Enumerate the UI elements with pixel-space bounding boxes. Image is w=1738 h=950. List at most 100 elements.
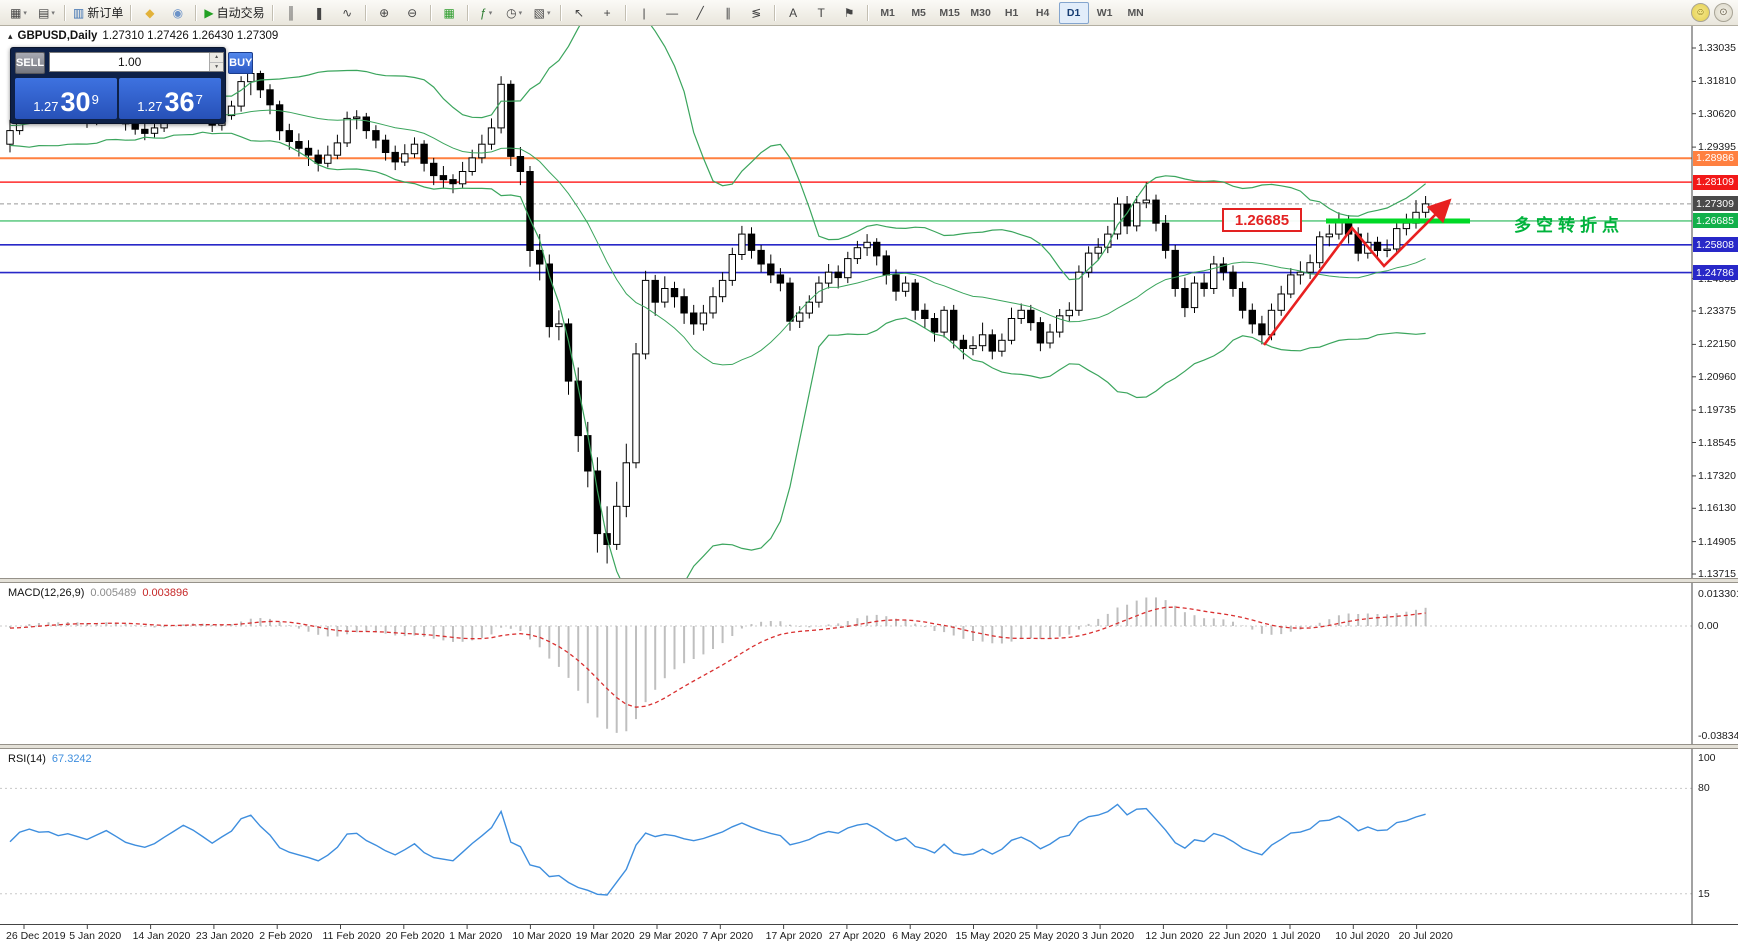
- date-label: 5 Jan 2020: [69, 930, 122, 942]
- arrow-tools-button[interactable]: ⚑: [836, 2, 863, 24]
- candlestick-chart-button[interactable]: ❚: [306, 2, 333, 24]
- cursor-button[interactable]: ↖: [566, 2, 593, 24]
- indicators-button[interactable]: ƒ ▾: [473, 2, 500, 24]
- turning-point-note[interactable]: 多空转折点: [1514, 216, 1624, 235]
- equidistant-channel-button[interactable]: ∥: [715, 2, 742, 24]
- trendline-icon: ╱: [696, 5, 704, 20]
- text-label-button[interactable]: T: [808, 2, 835, 24]
- date-label: 20 Feb 2020: [385, 930, 445, 942]
- sell-price-display[interactable]: 1.27 30 9: [15, 78, 117, 119]
- buy-button[interactable]: BUY: [228, 52, 254, 74]
- toolbar-separator: [866, 4, 869, 21]
- toolbar-separator: [364, 4, 367, 21]
- chevron-down-icon: ▾: [488, 9, 493, 17]
- zoom-out-button[interactable]: ⊖: [399, 2, 426, 24]
- line-chart-button[interactable]: ∿: [334, 2, 361, 24]
- fibonacci-icon: ≶: [751, 5, 762, 20]
- volume-down-button[interactable]: ▼: [210, 62, 224, 71]
- autotrading-button[interactable]: ▶ 自动交易: [201, 2, 267, 24]
- zoom-in-icon: ⊕: [379, 5, 390, 20]
- timeframe-m5-button[interactable]: M5: [911, 6, 926, 19]
- zoom-in-button[interactable]: ⊕: [371, 2, 398, 24]
- vertical-line-button[interactable]: |: [631, 2, 658, 24]
- rsi-value: 67.3242: [51, 753, 92, 765]
- search-icon[interactable]: ⊙: [1714, 3, 1733, 22]
- chevron-down-icon: ▾: [51, 9, 55, 17]
- date-label: 26 Dec 2019: [6, 930, 66, 942]
- cursor-icon: ↖: [574, 5, 585, 20]
- macd-indicator-label: MACD(12,26,9) 0.005489 0.003896: [8, 587, 188, 599]
- text-label-icon: T: [817, 5, 825, 20]
- one-click-collapse-toggle[interactable]: ▴: [8, 30, 13, 41]
- periods-button[interactable]: ◷ ▾: [501, 2, 528, 24]
- date-label: 25 May 2020: [1018, 930, 1080, 942]
- autotrading-button-label: 自动交易: [216, 6, 265, 20]
- buy-price-display[interactable]: 1.27 36 7: [119, 78, 221, 119]
- macd-panel-splitter[interactable]: [0, 578, 1738, 583]
- timeframe-m1-button[interactable]: M1: [880, 6, 895, 19]
- sell-button[interactable]: SELL: [15, 52, 46, 74]
- rsi-axis-label: 100: [1698, 752, 1716, 764]
- date-label: 10 Jul 2020: [1335, 930, 1390, 942]
- arrow-tools-icon: ⚑: [843, 5, 855, 20]
- tile-windows-button[interactable]: ▦: [436, 2, 463, 24]
- sell-price-small: 1.27: [33, 98, 59, 114]
- price-label: 1.29395: [1698, 141, 1736, 154]
- timeframe-m15-button[interactable]: M15: [939, 6, 960, 19]
- date-label: 1 Jul 2020: [1272, 930, 1321, 942]
- expert-advisors-button[interactable]: ◉: [164, 2, 191, 24]
- timeframe-h1-button[interactable]: H1: [1004, 6, 1019, 19]
- macd-axis-label: 0.00: [1698, 620, 1719, 632]
- metaeditor-icon: ◆: [145, 5, 155, 20]
- timeframe-w1-button[interactable]: W1: [1096, 6, 1113, 19]
- chart-title: ▴ GBPUSD,Daily 1.27310 1.27426 1.26430 1…: [8, 30, 278, 42]
- autotrading-icon: ▶: [204, 5, 214, 20]
- price-label: 1.22150: [1698, 338, 1736, 351]
- new-chart-button[interactable]: ▦ ▾: [5, 2, 32, 24]
- new-order-button[interactable]: ▥ 新订单: [70, 2, 126, 24]
- horizontal-line-button[interactable]: —: [659, 2, 686, 24]
- zoom-out-icon: ⊖: [407, 5, 418, 20]
- rsi-indicator-label: RSI(14) 67.3242: [8, 753, 92, 765]
- macd-main-value: 0.005489: [90, 587, 137, 599]
- price-level-chip: 1.27309: [1693, 196, 1738, 212]
- templates-button[interactable]: ▧ ▾: [529, 2, 556, 24]
- timeframe-mn-button[interactable]: MN: [1127, 6, 1144, 19]
- volume-up-button[interactable]: ▲: [210, 53, 224, 63]
- horizontal-line-icon: —: [666, 5, 679, 20]
- date-label: 3 Jun 2020: [1082, 930, 1135, 942]
- date-label: 17 Apr 2020: [765, 930, 823, 942]
- crosshair-button[interactable]: +: [594, 2, 621, 24]
- buy-price-sup: 7: [195, 92, 203, 107]
- price-level-chip: 1.24786: [1693, 265, 1738, 281]
- toolbar-separator: [271, 4, 274, 21]
- fibonacci-button[interactable]: ≶: [743, 2, 770, 24]
- rsi-panel-splitter[interactable]: [0, 744, 1738, 749]
- buy-price-small: 1.27: [137, 98, 163, 114]
- date-label: 6 May 2020: [892, 930, 948, 942]
- timeframe-h4-button[interactable]: H4: [1035, 6, 1050, 19]
- text-button[interactable]: A: [780, 2, 807, 24]
- community-icon[interactable]: ☺: [1691, 3, 1710, 22]
- toolbar-separator: [559, 4, 562, 21]
- date-label: 15 May 2020: [955, 930, 1017, 942]
- timeframe-m30-button[interactable]: M30: [970, 6, 991, 19]
- toolbar-separator: [195, 4, 198, 21]
- profiles-button[interactable]: ▤ ▾: [33, 2, 60, 24]
- price-annotation-box[interactable]: 1.26685: [1222, 208, 1302, 232]
- bar-chart-button[interactable]: ║: [278, 2, 305, 24]
- date-label: 27 Apr 2020: [828, 930, 886, 942]
- vertical-line-icon: |: [642, 5, 646, 20]
- metaeditor-button[interactable]: ◆: [136, 2, 163, 24]
- timeframe-d1-button[interactable]: D1: [1058, 1, 1089, 24]
- line-chart-icon: ∿: [342, 5, 353, 20]
- tile-windows-icon: ▦: [443, 5, 455, 20]
- date-label: 2 Feb 2020: [259, 930, 313, 942]
- volume-input[interactable]: [50, 53, 210, 71]
- profiles-icon: ▤: [38, 5, 50, 20]
- bar-chart-icon: ║: [286, 5, 296, 20]
- trendline-button[interactable]: ╱: [687, 2, 714, 24]
- date-label: 20 Jul 2020: [1398, 930, 1453, 942]
